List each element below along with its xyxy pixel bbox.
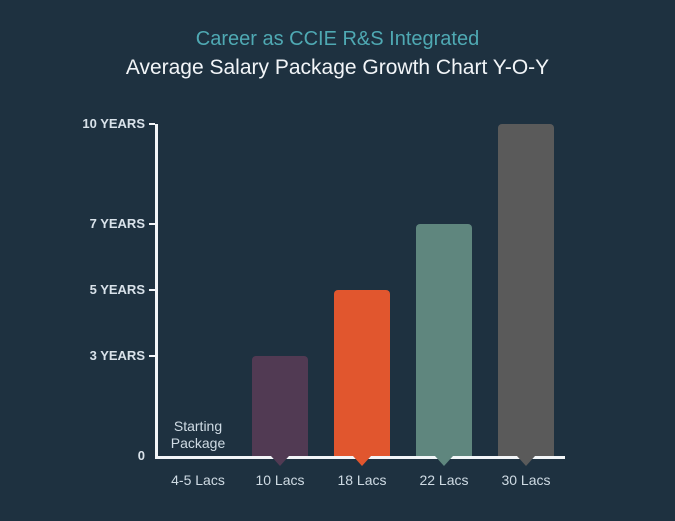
bar [252, 356, 308, 456]
bar [416, 224, 472, 456]
chart-title-line1: Career as CCIE R&S Integrated [0, 28, 675, 51]
starting-package-label: StartingPackage [166, 418, 230, 452]
x-tick-label: 30 Lacs [486, 472, 566, 488]
y-tick-label: 0 [138, 448, 145, 463]
y-tick-label: 7 YEARS [90, 216, 145, 231]
chart-canvas: Career as CCIE R&S Integrated Average Sa… [0, 0, 675, 521]
x-tick-label: 22 Lacs [404, 472, 484, 488]
y-tick-mark [149, 355, 155, 357]
y-tick-mark [149, 289, 155, 291]
bar-pointer-icon [517, 456, 535, 466]
chart-title-line2: Average Salary Package Growth Chart Y-O-… [0, 56, 675, 80]
y-tick-label: 3 YEARS [90, 348, 145, 363]
x-tick-label: 18 Lacs [322, 472, 402, 488]
y-tick-label: 5 YEARS [90, 282, 145, 297]
bar-pointer-icon [435, 456, 453, 466]
y-tick-mark [149, 123, 155, 125]
bar-pointer-icon [353, 456, 371, 466]
y-axis [155, 124, 158, 456]
x-tick-label: 4-5 Lacs [158, 472, 238, 488]
bar [498, 124, 554, 456]
y-tick-label: 10 YEARS [82, 116, 145, 131]
bar-pointer-icon [271, 456, 289, 466]
y-tick-mark [149, 223, 155, 225]
bar [334, 290, 390, 456]
x-tick-label: 10 Lacs [240, 472, 320, 488]
